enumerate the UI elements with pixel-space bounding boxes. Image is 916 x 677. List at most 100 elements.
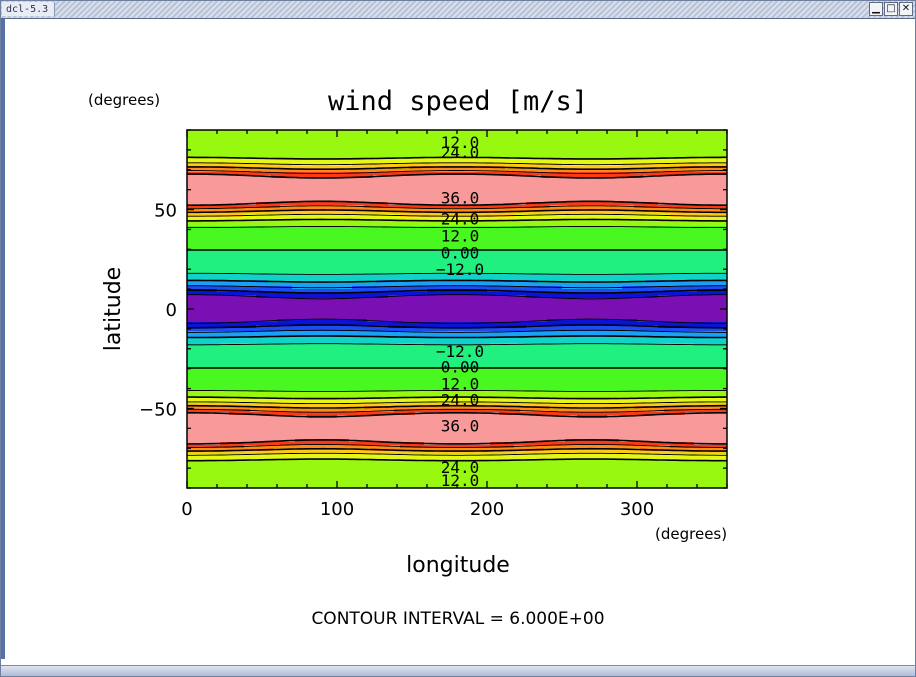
field-cell [187, 322, 727, 326]
y-tick-label: −50 [139, 399, 177, 420]
field-cell [187, 397, 296, 401]
x-axis-label: longitude [406, 553, 510, 578]
contour-field [187, 130, 727, 488]
minimize-button[interactable]: ▁ [869, 2, 883, 16]
field-cell [514, 214, 671, 218]
field-cell [187, 313, 727, 317]
field-cell [187, 292, 727, 296]
window-left-edge [1, 19, 5, 659]
field-cell [187, 382, 727, 386]
field-cell [187, 433, 727, 437]
contour-label: 36.0 [441, 416, 480, 435]
field-cell [187, 481, 727, 485]
window-titlebar[interactable]: dcl-5.3 ▁ □ ✕ [1, 1, 915, 19]
field-cell [187, 373, 727, 377]
field-cell [187, 283, 727, 287]
field-cell [187, 319, 278, 323]
contour-line [187, 173, 727, 445]
field-cell [373, 175, 542, 179]
minimize-icon: ▁ [872, 3, 880, 14]
contour-label: 12.0 [441, 471, 480, 490]
field-cell [388, 295, 527, 299]
field-cell [373, 157, 542, 161]
field-cell [187, 280, 269, 284]
field-cell [187, 268, 727, 272]
field-cell [658, 295, 727, 299]
window-title: dcl-5.3 [6, 3, 49, 15]
field-cell [187, 196, 727, 200]
field-cell [187, 202, 257, 206]
field-cell [526, 325, 659, 329]
field-cell [187, 136, 727, 140]
field-cell [388, 202, 527, 206]
axis-ticks: 0 100 200 300 50 0 −50 [139, 129, 728, 520]
field-cell [607, 415, 727, 419]
field-cell [187, 391, 727, 395]
field-cell [187, 424, 727, 428]
field-cell [187, 409, 251, 413]
contour-line [187, 156, 727, 462]
field-cell [187, 181, 727, 185]
field-cell [646, 280, 727, 284]
field-cell [349, 397, 566, 401]
field-cell [256, 202, 389, 206]
contour-label: 12.0 [441, 226, 480, 245]
field-cell [187, 265, 727, 269]
field-cell [187, 379, 727, 383]
field-cell [187, 286, 293, 290]
field-cell [187, 277, 727, 281]
field-cell [187, 478, 727, 482]
field-cell [400, 445, 515, 449]
field-cell [187, 301, 727, 305]
field-cell [685, 412, 727, 416]
contour-line [187, 249, 727, 369]
field-cell [187, 418, 727, 422]
field-cell [244, 214, 401, 218]
close-icon: ✕ [901, 3, 911, 14]
field-cell [187, 337, 727, 341]
contour-lines [187, 156, 727, 462]
field-cell [187, 178, 727, 182]
x-tick-label: 100 [320, 499, 354, 520]
field-cell [187, 376, 727, 380]
field-cell [187, 412, 230, 416]
field-cell [187, 133, 727, 137]
field-cell [187, 223, 727, 227]
field-cell [187, 304, 727, 308]
window-bottom-edge[interactable] [1, 665, 915, 676]
field-cell [541, 175, 644, 179]
field-cell [337, 415, 578, 419]
field-cell [634, 406, 727, 410]
contour-line [187, 279, 727, 339]
field-cell [187, 175, 272, 179]
field-cell [229, 412, 416, 416]
maximize-button[interactable]: □ [884, 2, 898, 16]
field-cell [643, 157, 727, 161]
field-cell [187, 259, 727, 263]
field-cell [187, 370, 727, 374]
field-cell [394, 409, 521, 413]
field-cell [187, 328, 727, 332]
close-button[interactable]: ✕ [899, 2, 913, 16]
field-cell [187, 427, 727, 431]
field-cell [187, 235, 727, 239]
field-cell [187, 163, 293, 167]
field-cell [187, 463, 727, 467]
field-cell [364, 205, 551, 209]
contour-line [187, 285, 727, 333]
field-cell [187, 250, 727, 254]
field-cell [187, 160, 727, 164]
field-cell [220, 442, 425, 446]
field-cell [187, 190, 727, 194]
field-cell [187, 295, 257, 299]
field-cell [187, 460, 727, 464]
field-cell [187, 448, 275, 452]
contour-label: 12.0 [441, 133, 480, 152]
field-cell [187, 451, 727, 455]
y-tick-label: 50 [154, 201, 177, 222]
field-cell [526, 202, 659, 206]
field-cell [565, 439, 620, 443]
x-tick-label: 0 [181, 499, 192, 520]
field-cell [544, 448, 641, 452]
field-cell [187, 307, 727, 311]
